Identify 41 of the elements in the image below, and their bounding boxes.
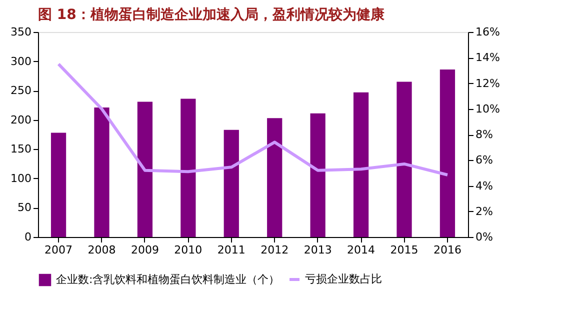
y-tick-label: 350	[10, 26, 32, 38]
x-tick-label: 2011	[217, 244, 246, 256]
y2-tick-label: 0%	[476, 230, 493, 244]
bar	[353, 92, 369, 237]
legend-label: 亏损企业数占比	[305, 272, 382, 286]
y-tick-label: 300	[10, 54, 32, 68]
y2-tick-label: 14%	[476, 51, 500, 64]
y-tick-label: 100	[10, 172, 32, 185]
bar	[396, 82, 412, 237]
y-tick-label: 250	[10, 84, 32, 98]
x-tick-label: 2007	[44, 244, 73, 256]
y2-tick-label: 2%	[476, 204, 493, 218]
x-tick-label: 2016	[433, 244, 462, 256]
x-tick-label: 2008	[88, 244, 116, 256]
chart-title: 图 18：植物蛋白制造企业加速入局，盈利情况较为健康	[38, 6, 386, 23]
y2-tick-label: 4%	[476, 179, 493, 192]
bar	[137, 102, 153, 237]
y-tick-label: 0	[24, 230, 32, 244]
y-tick-label: 200	[10, 113, 32, 126]
y2-tick-label: 12%	[476, 76, 500, 90]
x-tick-label: 2010	[174, 244, 202, 256]
line-series	[57, 62, 449, 176]
y2-tick-label: 6%	[476, 154, 493, 167]
bar	[180, 98, 196, 237]
y2-tick-label: 8%	[476, 128, 493, 141]
y2-tick-label: 10%	[476, 102, 500, 116]
bar	[310, 113, 326, 237]
y2-tick-label: 16%	[476, 26, 500, 38]
bar	[94, 108, 110, 237]
bar	[224, 130, 239, 237]
x-tick-label: 2012	[260, 244, 289, 256]
bar	[440, 69, 456, 237]
x-tick-label: 2015	[390, 244, 418, 256]
bar	[267, 118, 282, 237]
x-tick-label: 2014	[347, 244, 376, 256]
legend-label: 企业数:含乳饮料和植物蛋白饮料制造业（个）	[56, 273, 280, 286]
bar	[50, 132, 66, 237]
x-tick-label: 2009	[130, 244, 159, 256]
y-tick-label: 150	[10, 142, 32, 156]
x-tick-label: 2013	[304, 244, 332, 256]
y-tick-label: 50	[18, 201, 32, 214]
